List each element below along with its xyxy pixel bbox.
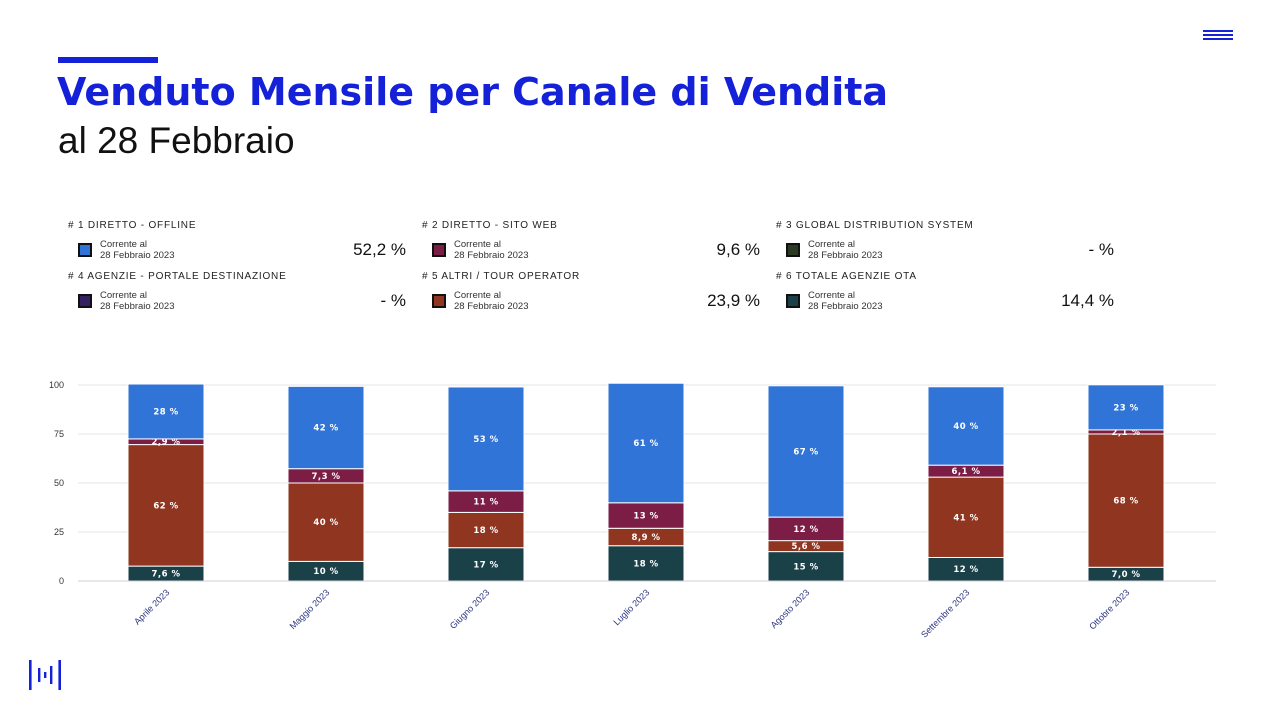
bar-segment (607, 545, 685, 582)
data-label: 11 % (473, 498, 498, 508)
legend-caption: Corrente al 28 Febbraio 2023 (100, 290, 175, 312)
data-label: 62 % (153, 501, 178, 511)
legend-item-agenzie-portale: # 4 AGENZIE - PORTALE DESTINAZIONE Corre… (68, 271, 408, 341)
kpi-legend: # 1 DIRETTO - OFFLINE Corrente al 28 Febb… (0, 0, 1280, 330)
bar-segment (127, 444, 205, 567)
bar-segment (927, 386, 1005, 466)
y-tick-label: 25 (54, 527, 64, 537)
x-tick-label: Agosto 2023 (769, 587, 812, 630)
data-label: 10 % (313, 567, 338, 577)
legend-value: 9,6 % (716, 240, 760, 259)
bar-segment (447, 386, 525, 492)
data-label: 53 % (473, 435, 498, 445)
data-label: 12 % (793, 525, 818, 535)
bar-segment (447, 547, 525, 582)
data-label: 8,9 % (631, 533, 660, 543)
data-label: 2,9 % (151, 438, 180, 448)
legend-item-diretto-sito-web: # 2 DIRETTO - SITO WEB Corrente al 28 Feb… (422, 220, 762, 290)
legend-heading: # 1 DIRETTO - OFFLINE (68, 220, 197, 231)
legend-heading: # 4 AGENZIE - PORTALE DESTINAZIONE (68, 271, 287, 282)
legend-swatch (786, 294, 800, 308)
legend-caption: Corrente al 28 Febbraio 2023 (454, 290, 529, 312)
legend-item-gds: # 3 GLOBAL DISTRIBUTION SYSTEM Corrente … (776, 220, 1116, 290)
y-tick-label: 100 (49, 380, 64, 390)
legend-value: 14,4 % (1061, 291, 1114, 310)
bar-segment (287, 385, 365, 470)
y-tick-label: 75 (54, 429, 64, 439)
data-label: 28 % (153, 407, 178, 417)
legend-caption: Corrente al 28 Febbraio 2023 (808, 290, 883, 312)
y-tick-label: 50 (54, 478, 64, 488)
legend-swatch (78, 243, 92, 257)
bar-segment (607, 382, 685, 504)
data-label: 5,6 % (791, 542, 820, 552)
x-tick-label: Aprile 2023 (132, 587, 171, 626)
bar-segment (927, 476, 1005, 558)
legend-caption: Corrente al 28 Febbraio 2023 (454, 239, 529, 261)
data-label: 6,1 % (951, 467, 980, 477)
x-tick-label: Giugno 2023 (448, 587, 492, 631)
legend-value: 52,2 % (353, 240, 406, 259)
legend-caption: Corrente al 28 Febbraio 2023 (100, 239, 175, 261)
legend-swatch (432, 294, 446, 308)
data-label: 67 % (793, 447, 818, 457)
data-label: 15 % (793, 562, 818, 572)
title-accent-bar (58, 57, 158, 63)
bar-segment (287, 482, 365, 562)
legend-caption: Corrente al 28 Febbraio 2023 (808, 239, 883, 261)
bar-segment (127, 383, 205, 440)
data-label: 68 % (1113, 497, 1138, 507)
legend-item-altri-tour-operator: # 5 ALTRI / TOUR OPERATOR Corrente al 28 … (422, 271, 762, 341)
data-label: 13 % (633, 512, 658, 522)
bar-segment (767, 385, 845, 518)
data-label: 17 % (473, 560, 498, 570)
legend-item-totale-agenzie-ota: # 6 TOTALE AGENZIE OTA Corrente al 28 Feb… (776, 271, 1116, 341)
legend-value: - % (1088, 240, 1115, 259)
data-label: 40 % (953, 422, 978, 432)
bar-segment (607, 502, 685, 529)
data-label: 18 % (633, 559, 658, 569)
legend-swatch (786, 243, 800, 257)
data-label: 7,0 % (1111, 570, 1140, 580)
hamburger-menu-icon[interactable] (1203, 29, 1235, 43)
legend-value: - % (380, 291, 407, 310)
legend-heading: # 3 GLOBAL DISTRIBUTION SYSTEM (776, 220, 974, 231)
data-label: 41 % (953, 513, 978, 523)
data-label: 7,3 % (311, 472, 340, 482)
bar-segment (447, 511, 525, 549)
data-label: 12 % (953, 565, 978, 575)
data-label: 2,1 % (1111, 428, 1140, 438)
data-label: 7,6 % (151, 570, 180, 580)
page-subtitle: al 28 Febbraio (58, 120, 295, 161)
data-label: 42 % (313, 424, 338, 434)
stacked-bar-chart: 0 25 50 75 100 7,6 % 62 % 2,9 % 28 % Aprile 2023 1… (49, 380, 1216, 640)
legend-heading: # 6 TOTALE AGENZIE OTA (776, 271, 917, 282)
data-label: 61 % (633, 439, 658, 449)
legend-item-diretto-offline: # 1 DIRETTO - OFFLINE Corrente al 28 Febb… (68, 220, 408, 290)
brand-logo-icon (29, 660, 61, 690)
y-tick-label: 0 (59, 576, 64, 586)
bar-segment (1087, 384, 1165, 431)
legend-swatch (432, 243, 446, 257)
data-label: 40 % (313, 518, 338, 528)
x-tick-label: Luglio 2023 (611, 587, 651, 627)
x-tick-label: Settembre 2023 (919, 587, 971, 639)
x-tick-label: Maggio 2023 (288, 587, 332, 631)
x-tick-label: Ottobre 2023 (1087, 587, 1131, 631)
legend-heading: # 2 DIRETTO - SITO WEB (422, 220, 558, 231)
legend-swatch (78, 294, 92, 308)
legend-value: 23,9 % (707, 291, 760, 310)
page-title: Venduto Mensile per Canale di Vendita (57, 70, 889, 114)
legend-heading: # 5 ALTRI / TOUR OPERATOR (422, 271, 581, 282)
data-label: 23 % (1113, 403, 1138, 413)
data-label: 18 % (473, 526, 498, 536)
